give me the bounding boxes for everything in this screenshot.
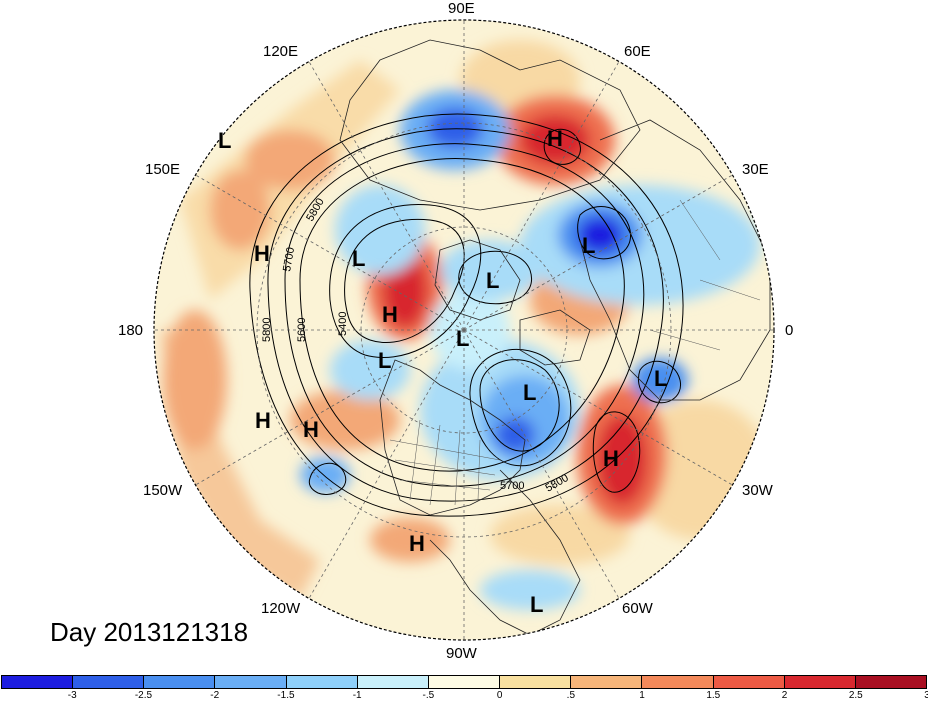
colorbar-segment (428, 676, 501, 688)
colorbar-segment (215, 676, 287, 688)
date-label: Day 2013121318 (50, 617, 249, 647)
lon-label-30w: 30W (742, 482, 774, 499)
map-boundary (153, 19, 775, 641)
lon-label-0: 0 (785, 322, 793, 339)
colorbar-segment (784, 676, 856, 688)
colorbar-segment (500, 676, 572, 688)
colorbar-tick-label: -2.5 (134, 690, 153, 701)
lon-label-120e: 120E (263, 43, 298, 60)
pressure-center-high: H (382, 302, 398, 327)
meridian-line (463, 61, 620, 331)
colorbar-segment (73, 676, 145, 688)
meridian-line (308, 329, 465, 599)
colorbar-tick-label: 0 (496, 690, 503, 701)
lon-label-90w: 90W (446, 645, 478, 662)
pressure-center-low: L (582, 233, 595, 258)
height-contours (249, 113, 684, 517)
pressure-center-high: H (254, 241, 270, 266)
colorbar-tick-label: -2 (210, 690, 220, 701)
boundaries (389, 199, 761, 506)
pressure-center-high: H (547, 126, 563, 151)
lon-label-150e: 150E (145, 161, 180, 178)
lon-label-90e: 90E (448, 0, 475, 17)
pressure-center-high: H (255, 408, 271, 433)
contour-label: 5400 (337, 312, 349, 336)
colorbar-tick-label: 2.5 (848, 690, 863, 701)
pressure-center-low: L (352, 246, 365, 271)
lon-label-60w: 60W (622, 600, 654, 617)
graticule (154, 20, 774, 640)
colorbar-segment (357, 676, 429, 688)
pressure-center-high: H (409, 531, 425, 556)
lon-label-150w: 150W (143, 482, 183, 499)
pressure-center-low: L (530, 592, 543, 617)
pressure-center-low: L (378, 348, 391, 373)
lon-label-30e: 30E (742, 161, 769, 178)
colorbar (1, 675, 927, 689)
colorbar-segment (2, 676, 74, 688)
pressure-center-low: L (523, 380, 536, 405)
pressure-center-low: L (456, 326, 469, 351)
colorbar-tick-label: -1 (352, 690, 362, 701)
colorbar-tick-label: 2 (781, 690, 788, 701)
colorbar-tick-labels: -3 -2.5 -2 -1.5 -1 -.5 0 .5 1 1.5 2 2.5 3 (0, 690, 928, 702)
pressure-center-low: L (218, 128, 231, 153)
colorbar-segment (855, 676, 927, 688)
pressure-center-high: H (303, 417, 319, 442)
meridian-line (463, 329, 620, 599)
anomaly-field (154, 20, 774, 640)
colorbar-segment (144, 676, 216, 688)
meridian-line (463, 329, 733, 486)
lon-label-180: 180 (118, 322, 143, 339)
lon-label-60e: 60E (624, 43, 651, 60)
contour-label: 5700 (500, 480, 524, 492)
colorbar-tick-label: 1 (639, 690, 645, 701)
meridian-line (195, 329, 465, 486)
colorbar-segment (286, 676, 358, 688)
colorbar-tick-label: -1.5 (277, 690, 295, 701)
colorbar-segment (642, 676, 714, 688)
meridian-line (308, 61, 465, 331)
meridian-line (195, 174, 465, 331)
lon-label-120w: 120W (261, 600, 301, 617)
colorbar-segment (571, 676, 643, 688)
contour-label: 5600 (296, 318, 308, 342)
pressure-center-low: L (654, 366, 667, 391)
meridian-line (463, 174, 733, 331)
colorbar-segment (713, 676, 785, 688)
colorbar-tick-label: -3 (67, 690, 77, 701)
colorbar-tick-label: 1.5 (706, 690, 721, 701)
contour-label: 5800 (261, 318, 273, 342)
longitude-labels: 90E 60E 30E 0 30W 60W 90W 120W 150W 180 … (118, 0, 793, 662)
colorbar-tick-label: 3 (924, 690, 928, 701)
colorbar-tick-label: .5 (566, 690, 576, 701)
pressure-centers: L H L H L L H L L L L H H H L H (218, 126, 667, 617)
pressure-center-low: L (486, 268, 499, 293)
pressure-center-high: H (603, 446, 619, 471)
colorbar-tick-label: -.5 (422, 690, 435, 701)
coastlines (339, 39, 771, 636)
contour-label: 5700 (281, 246, 297, 272)
